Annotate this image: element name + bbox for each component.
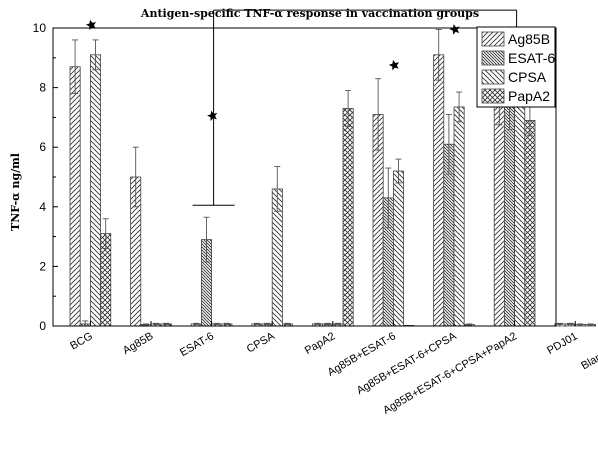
significance-star	[449, 24, 460, 35]
significance-star	[388, 59, 400, 71]
x-tick-label: BCG	[68, 330, 95, 352]
x-tick-label: CPSA	[245, 330, 278, 356]
legend-swatch-papa2	[481, 88, 505, 104]
bar-cpsa-5	[392, 170, 404, 327]
chart-title: Antigen-specific TNF-α response in vacci…	[140, 7, 479, 20]
x-tick-label: ESAT-6	[178, 330, 216, 359]
x-tick-label: Ag85B	[121, 330, 156, 357]
legend-entry: PapA2	[508, 88, 550, 104]
x-tick-label: PDJ01	[545, 330, 580, 357]
bar-esat-6-7	[503, 97, 515, 327]
y-tick-label: 2	[39, 259, 46, 273]
bar-ag85b-6	[433, 54, 445, 327]
bar-papa2-4	[342, 108, 354, 327]
y-tick-label: 10	[33, 21, 47, 35]
legend-entry: CPSA	[508, 69, 547, 85]
significance-star	[85, 19, 97, 31]
significance-star	[207, 110, 218, 122]
y-tick-label: 6	[39, 140, 46, 154]
x-tick-label: Blank control	[579, 330, 598, 372]
bar-papa2-7	[524, 119, 536, 327]
legend-entry: Ag85B	[508, 31, 550, 47]
y-tick-label: 4	[39, 200, 46, 214]
legend-swatch-esat-6	[481, 50, 505, 66]
legend: Ag85B ESAT-6 CPSA PapA2	[476, 26, 556, 108]
plot-area	[69, 9, 597, 327]
legend-entry: ESAT-6	[508, 50, 555, 66]
y-axis-label: TNF-α ng/ml	[9, 153, 22, 231]
legend-swatch-cpsa	[481, 69, 505, 85]
legend-swatch-ag85b	[481, 31, 505, 47]
y-tick-label: 8	[39, 81, 46, 95]
bar-ag85b-0	[69, 66, 81, 327]
bar-cpsa-0	[90, 54, 102, 327]
y-tick-label: 0	[39, 319, 46, 333]
x-tick-label: Ag85B+ESAT-6+CPSA	[355, 330, 459, 397]
bar-cpsa-7	[514, 87, 526, 327]
x-tick-label: PapA2	[303, 330, 338, 357]
bar-cpsa-6	[453, 106, 465, 327]
